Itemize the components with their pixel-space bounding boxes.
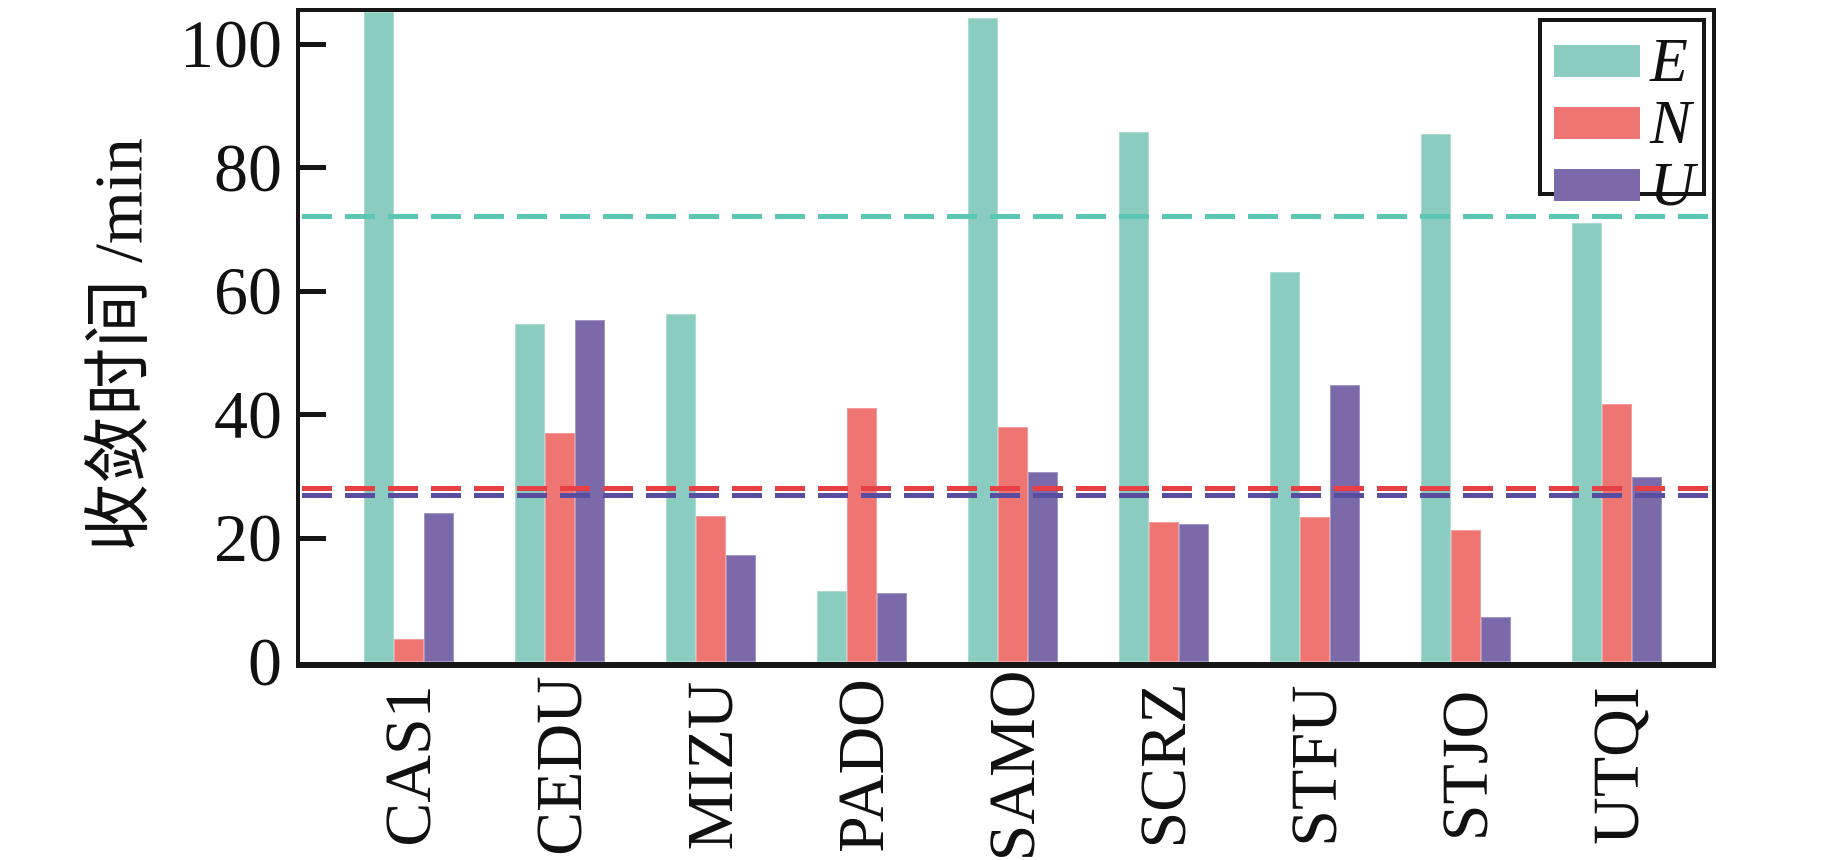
legend-label-U: U <box>1650 151 1695 219</box>
bar-SAMO-E <box>968 18 998 662</box>
bar-CAS1-N <box>394 639 424 662</box>
y-tick-label-40: 40 <box>214 376 282 453</box>
bar-STJO-E <box>1421 134 1451 662</box>
x-tick-label-CAS1: CAS1 <box>372 685 445 847</box>
bar-STFU-E <box>1270 272 1300 662</box>
bar-CEDU-N <box>545 433 575 662</box>
bar-SAMO-U <box>1028 472 1058 662</box>
bar-STFU-N <box>1300 516 1330 662</box>
x-tick-label-MIZU: MIZU <box>674 681 747 851</box>
bar-SCRZ-U <box>1179 523 1209 662</box>
mean-line-E <box>302 213 1710 219</box>
bar-SCRZ-N <box>1149 522 1179 662</box>
x-tick-label-PADO: PADO <box>825 679 898 853</box>
bar-PADO-N <box>847 408 877 662</box>
bar-SAMO-N <box>998 427 1028 662</box>
bar-PADO-E <box>817 590 847 662</box>
y-tick-mark-40 <box>300 412 326 418</box>
x-tick-label-STJO: STJO <box>1429 690 1502 842</box>
x-tick-label-CEDU: CEDU <box>523 676 596 856</box>
bar-SCRZ-E <box>1119 131 1149 662</box>
legend-swatch-U-icon <box>1554 169 1640 201</box>
y-tick-label-0: 0 <box>248 624 282 700</box>
x-tick-label-STFU: STFU <box>1278 685 1351 847</box>
mean-line-U <box>302 492 1710 498</box>
x-tick-label-SAMO: SAMO <box>976 670 1049 860</box>
bar-STJO-N <box>1451 529 1481 662</box>
plot-area <box>296 8 1716 668</box>
legend-swatch-N-icon <box>1554 107 1640 139</box>
legend-label-E: E <box>1650 27 1688 95</box>
x-tick-label-SCRZ: SCRZ <box>1127 683 1200 849</box>
legend-item-N: N <box>1554 89 1692 157</box>
legend-label-N: N <box>1650 89 1692 157</box>
x-tick-label-UTQI: UTQI <box>1580 687 1653 845</box>
bar-UTQI-E <box>1572 223 1602 662</box>
bar-MIZU-N <box>696 516 726 662</box>
y-tick-label-80: 80 <box>214 129 282 206</box>
bar-CAS1-E <box>364 12 394 662</box>
y-tick-mark-60 <box>300 288 326 294</box>
legend-item-E: E <box>1554 30 1690 92</box>
y-tick-mark-80 <box>300 165 326 171</box>
y-tick-mark-20 <box>300 535 326 541</box>
y-tick-label-20: 20 <box>214 500 282 577</box>
legend-swatch-E-icon <box>1554 45 1640 77</box>
bar-UTQI-U <box>1632 477 1662 662</box>
y-axis-label: 收敛时间 /min <box>80 138 157 552</box>
y-tick-mark-100 <box>300 41 326 47</box>
bar-PADO-U <box>877 592 907 662</box>
bar-STJO-U <box>1481 616 1511 662</box>
y-tick-label-100: 100 <box>180 6 282 83</box>
bar-CEDU-U <box>575 319 605 662</box>
bar-STFU-U <box>1330 385 1360 662</box>
bar-UTQI-N <box>1602 404 1632 662</box>
mean-line-N <box>302 485 1710 491</box>
bar-MIZU-U <box>726 555 756 662</box>
bar-CAS1-U <box>424 513 454 662</box>
legend-item-U: U <box>1554 154 1695 216</box>
y-tick-label-60: 60 <box>214 253 282 330</box>
